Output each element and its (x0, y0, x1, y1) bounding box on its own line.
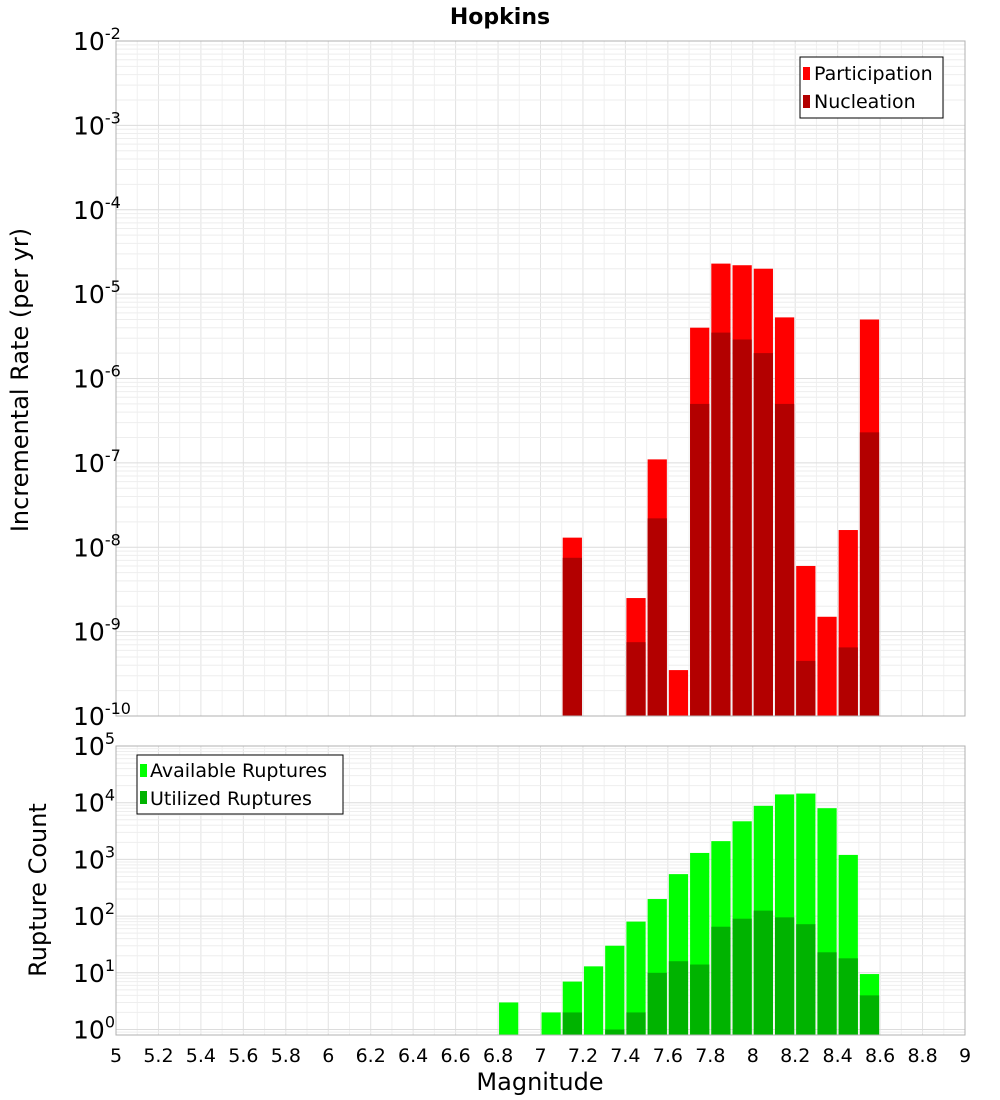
x-tick-label: 7.6 (653, 1045, 683, 1067)
rate-y-tick-label: 10-5 (73, 277, 121, 309)
count-bar-utilized-ruptures (668, 961, 689, 1035)
rate-y-axis-title: Incremental Rate (per yr) (6, 228, 34, 532)
x-tick-label: 6.2 (356, 1045, 386, 1067)
rate-bar-nucleation (796, 660, 816, 716)
rate-bar-nucleation (753, 353, 773, 716)
rate-y-tick-label: 10-3 (73, 108, 121, 140)
rate-panel-bars (562, 263, 880, 716)
rate-panel: 10-10 10-9 10-8 10-7 10-6 10-5 10-4 10-3 10-2 In… (6, 24, 966, 731)
rate-bar-nucleation (647, 518, 667, 716)
count-y-ticks: 100 101 102 103 104 105 (73, 729, 115, 1045)
x-tick-label: 6.6 (440, 1045, 470, 1067)
rate-y-tick-label: 10-6 (73, 362, 121, 394)
count-bar-available-ruptures (583, 966, 604, 1035)
x-tick-label: 5.4 (186, 1045, 216, 1067)
count-y-axis-title: Rupture Count (24, 803, 52, 977)
utilized-legend-label: Utilized Ruptures (150, 788, 312, 810)
rate-y-tick-label: 10-9 (73, 615, 121, 647)
x-tick-label: 6.8 (483, 1045, 513, 1067)
rate-y-tick-label: 10-10 (73, 699, 131, 731)
count-bar-utilized-ruptures (859, 995, 880, 1035)
x-tick-label: 8 (747, 1045, 759, 1067)
rate-y-tick-label: 10-4 (73, 193, 121, 225)
chart-title: Hopkins (450, 5, 550, 30)
count-bar-available-ruptures (605, 945, 625, 1035)
rate-panel-frame (115, 40, 966, 717)
nucleation-legend-label: Nucleation (814, 91, 916, 113)
count-bar-utilized-ruptures (690, 964, 710, 1035)
count-bar-available-ruptures (499, 1002, 519, 1035)
available-legend-label: Available Ruptures (150, 760, 327, 782)
count-bar-available-ruptures (626, 921, 646, 1035)
rate-bar-participation (817, 616, 837, 716)
rate-bar-nucleation (690, 403, 710, 716)
x-tick-label: 8.4 (823, 1045, 853, 1067)
rate-bar-participation (668, 670, 689, 716)
nucleation-legend-swatch (803, 95, 810, 108)
x-tick-label: 5.8 (271, 1045, 301, 1067)
count-bar-utilized-ruptures (647, 972, 667, 1035)
x-ticks: 5 5.2 5.4 5.6 5.8 6 6.2 6.4 6.6 6.8 7 7.2 7.4 7.6 7.8 8… (110, 1045, 971, 1067)
count-y-tick-label: 101 (73, 956, 115, 988)
x-tick-label: 9 (959, 1045, 971, 1067)
participation-legend-swatch (803, 67, 810, 80)
count-legend: Available Ruptures Utilized Ruptures (136, 754, 344, 815)
count-bar-utilized-ruptures (562, 1012, 582, 1035)
rate-y-tick-label: 10-2 (73, 24, 121, 56)
rate-legend: Participation Nucleation (799, 56, 944, 119)
x-axis-title: Magnitude (476, 1068, 603, 1096)
utilized-legend-swatch (140, 791, 147, 804)
count-bar-utilized-ruptures (626, 1012, 646, 1035)
count-y-tick-label: 105 (73, 729, 115, 761)
x-tick-label: 8.2 (780, 1045, 810, 1067)
count-bar-available-ruptures (541, 1012, 561, 1035)
rate-bar-nucleation (838, 647, 858, 716)
count-bar-utilized-ruptures (711, 926, 731, 1035)
count-bar-utilized-ruptures (817, 952, 837, 1035)
count-y-tick-label: 100 (73, 1013, 115, 1045)
x-tick-label: 6.4 (398, 1045, 428, 1067)
count-legend-box (136, 754, 344, 815)
count-bar-utilized-ruptures (838, 958, 858, 1035)
rate-y-tick-label: 10-8 (73, 530, 121, 562)
participation-legend-label: Participation (814, 63, 933, 85)
x-tick-label: 5.6 (228, 1045, 258, 1067)
x-tick-label: 8.8 (907, 1045, 937, 1067)
available-legend-swatch (140, 764, 147, 777)
x-tick-label: 7.2 (568, 1045, 598, 1067)
rate-bar-nucleation (859, 432, 880, 716)
rate-bar-nucleation (626, 642, 646, 716)
count-bar-utilized-ruptures (732, 918, 752, 1035)
x-tick-label: 7.4 (610, 1045, 640, 1067)
count-bar-utilized-ruptures (796, 924, 816, 1035)
count-bar-utilized-ruptures (774, 917, 795, 1035)
x-tick-label: 5 (110, 1045, 122, 1067)
rate-bar-nucleation (774, 403, 795, 716)
count-panel-frame (115, 745, 966, 1036)
count-panel-bars (499, 793, 880, 1035)
rate-bar-nucleation (732, 339, 752, 716)
count-bar-utilized-ruptures (605, 1029, 625, 1035)
rate-y-ticks: 10-10 10-9 10-8 10-7 10-6 10-5 10-4 10-3 10-2 (73, 24, 131, 731)
x-tick-label: 7.8 (695, 1045, 725, 1067)
rate-legend-box (799, 56, 944, 119)
rate-panel-grid (115, 40, 966, 717)
count-panel: 100 101 102 103 104 105 Rupture Count Availab… (24, 729, 966, 1045)
count-y-tick-label: 104 (73, 786, 115, 818)
rate-bar-nucleation (711, 332, 731, 716)
rate-y-tick-label: 10-7 (73, 446, 121, 478)
x-tick-label: 5.2 (143, 1045, 173, 1067)
x-tick-label: 6 (322, 1045, 334, 1067)
x-tick-label: 7 (534, 1045, 546, 1067)
count-y-tick-label: 102 (73, 899, 115, 931)
count-y-tick-label: 103 (73, 842, 115, 874)
count-bar-utilized-ruptures (753, 910, 773, 1035)
rate-bar-nucleation (562, 557, 582, 716)
x-tick-label: 8.6 (865, 1045, 895, 1067)
